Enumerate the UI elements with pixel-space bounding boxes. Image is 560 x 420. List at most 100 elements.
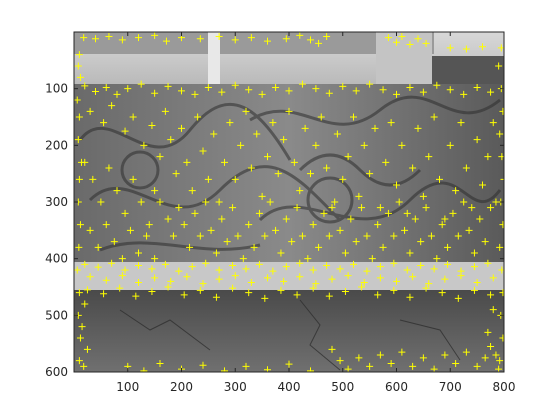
feature-point-marker bbox=[320, 209, 328, 217]
feature-point-marker bbox=[368, 255, 376, 263]
feature-point-marker bbox=[196, 35, 204, 43]
feature-point-marker bbox=[309, 284, 317, 292]
feature-point-marker bbox=[137, 198, 145, 206]
feature-point-marker bbox=[74, 266, 81, 274]
feature-point-marker bbox=[183, 158, 191, 166]
feature-point-marker bbox=[336, 357, 344, 365]
feature-point-marker bbox=[75, 289, 83, 297]
feature-point-marker bbox=[323, 261, 331, 269]
feature-point-marker bbox=[86, 273, 94, 281]
feature-point-marker bbox=[479, 181, 486, 189]
feature-point-marker bbox=[323, 164, 331, 172]
feature-point-marker bbox=[419, 192, 427, 200]
feature-point-marker bbox=[247, 34, 255, 42]
feature-point-marker bbox=[229, 284, 237, 292]
feature-markers bbox=[74, 32, 504, 372]
feature-point-marker bbox=[328, 345, 336, 353]
feature-point-marker bbox=[470, 249, 478, 257]
feature-point-marker bbox=[496, 357, 504, 365]
feature-point-marker bbox=[315, 39, 323, 47]
feature-point-marker bbox=[489, 274, 497, 282]
feature-point-marker bbox=[282, 215, 290, 223]
feature-point-marker bbox=[444, 243, 452, 251]
feature-point-marker bbox=[212, 293, 220, 301]
feature-point-marker bbox=[285, 360, 293, 368]
feature-point-marker bbox=[196, 232, 204, 240]
feature-point-marker bbox=[360, 141, 368, 149]
feature-point-marker bbox=[247, 164, 255, 172]
building-right-block bbox=[432, 56, 504, 88]
feature-point-marker bbox=[487, 343, 495, 350]
feature-point-marker bbox=[89, 175, 97, 183]
feature-point-marker bbox=[202, 198, 210, 206]
feature-point-marker bbox=[196, 286, 204, 294]
feature-point-marker bbox=[350, 113, 357, 121]
feature-point-marker bbox=[419, 88, 427, 96]
feature-point-marker bbox=[191, 209, 199, 217]
feature-point-marker bbox=[411, 215, 419, 223]
feature-point-marker bbox=[355, 192, 363, 200]
feature-point-marker bbox=[167, 277, 175, 285]
feature-point-marker bbox=[245, 86, 253, 94]
feature-point-marker bbox=[264, 153, 271, 161]
feature-point-marker bbox=[465, 226, 473, 234]
feature-point-marker bbox=[487, 291, 495, 299]
feature-point-marker bbox=[207, 226, 215, 234]
feature-point-marker bbox=[277, 286, 285, 294]
feature-point-marker bbox=[137, 80, 145, 88]
feature-point-marker bbox=[417, 261, 425, 269]
feature-point-marker bbox=[83, 286, 91, 294]
feature-point-marker bbox=[86, 226, 94, 234]
feature-point-marker bbox=[430, 265, 438, 273]
feature-point-marker bbox=[210, 130, 218, 138]
feature-point-marker bbox=[328, 275, 336, 283]
feature-point-marker bbox=[118, 36, 126, 44]
feature-point-marker bbox=[298, 80, 306, 88]
feature-point-marker bbox=[341, 249, 349, 257]
feature-point-marker bbox=[401, 226, 409, 234]
feature-point-marker bbox=[336, 226, 344, 234]
feature-point-marker bbox=[374, 221, 382, 229]
feature-point-marker bbox=[363, 267, 371, 275]
y-tick-label: 200 bbox=[45, 138, 68, 152]
feature-point-marker bbox=[393, 90, 400, 98]
feature-point-marker bbox=[221, 158, 228, 166]
feature-point-marker bbox=[74, 136, 82, 144]
feature-point-marker bbox=[261, 232, 269, 240]
feature-point-marker bbox=[446, 141, 454, 149]
feature-point-marker bbox=[417, 238, 425, 246]
feature-point-marker bbox=[280, 277, 288, 285]
x-tick-label: 700 bbox=[439, 380, 462, 394]
feature-point-marker bbox=[360, 278, 368, 286]
feature-point-marker bbox=[473, 84, 481, 92]
feature-point-marker bbox=[422, 204, 430, 212]
feature-point-marker bbox=[487, 88, 495, 96]
feature-point-marker bbox=[499, 107, 504, 115]
feature-point-marker bbox=[178, 124, 185, 132]
feature-point-marker bbox=[312, 141, 320, 149]
feature-point-marker bbox=[269, 267, 277, 275]
feature-point-marker bbox=[215, 33, 223, 41]
feature-point-marker bbox=[460, 198, 468, 206]
feature-point-marker bbox=[239, 255, 247, 263]
feature-point-marker bbox=[425, 280, 433, 288]
feature-point-marker bbox=[180, 291, 188, 299]
feature-point-marker bbox=[145, 221, 153, 229]
feature-point-marker bbox=[317, 113, 325, 121]
feature-point-marker bbox=[454, 232, 462, 240]
feature-point-marker bbox=[272, 226, 280, 234]
feature-point-marker bbox=[81, 260, 89, 268]
feature-point-marker bbox=[199, 147, 207, 155]
feature-point-marker bbox=[296, 259, 304, 267]
road-cracks bbox=[119, 299, 461, 371]
feature-point-marker bbox=[492, 351, 500, 359]
feature-point-marker bbox=[245, 221, 253, 229]
feature-point-marker bbox=[371, 124, 379, 132]
feature-point-marker bbox=[344, 272, 352, 280]
feature-point-marker bbox=[135, 278, 142, 286]
feature-point-marker bbox=[430, 113, 438, 121]
feature-point-marker bbox=[143, 232, 151, 240]
feature-point-marker bbox=[75, 357, 83, 365]
feature-point-marker bbox=[110, 238, 118, 246]
feature-point-marker bbox=[280, 136, 288, 144]
